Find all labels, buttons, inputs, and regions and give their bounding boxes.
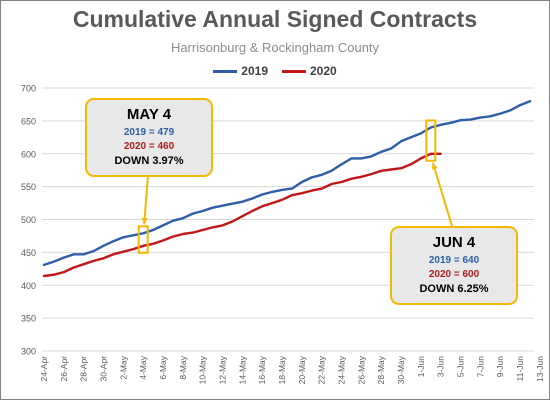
- x-tick-label: 9-Jun: [495, 356, 505, 378]
- legend-label-2020: 2020: [310, 64, 337, 78]
- x-tick-label: 16-May: [257, 355, 267, 384]
- y-tick-label: 450: [21, 248, 36, 258]
- x-tick-label: 26-Apr: [59, 356, 69, 382]
- x-tick-label: 18-May: [277, 355, 287, 384]
- x-tick-label: 6-May: [158, 355, 168, 379]
- x-tick-label: 28-May: [376, 355, 386, 384]
- x-tick-label: 14-May: [237, 355, 247, 384]
- y-tick-label: 350: [21, 314, 36, 324]
- x-tick-label: 12-May: [218, 355, 228, 384]
- legend-swatch-2019: [213, 69, 238, 73]
- series-line-2020: [42, 152, 442, 278]
- highlight-may-4: [137, 225, 149, 254]
- x-tick-label: 30-May: [396, 355, 406, 384]
- callout-jun-2020: 2020 = 600: [428, 269, 480, 280]
- x-tick-label: 2-May: [118, 355, 128, 379]
- x-tick-label: 7-Jun: [475, 356, 485, 378]
- x-tick-label: 3-Jun: [436, 356, 446, 378]
- connector-may-4: [143, 174, 149, 225]
- x-tick-label: 26-May: [356, 355, 366, 384]
- series-line-2019: [42, 99, 532, 267]
- chart-subtitle: Harrisonburg & Rockingham County: [170, 40, 380, 55]
- callout-may-2019: 2019 = 479: [123, 127, 175, 138]
- x-tick-label: 20-May: [297, 355, 307, 384]
- x-tick-label: 4-May: [138, 355, 148, 379]
- callout-jun-2019: 2019 = 640: [428, 255, 480, 266]
- legend-item-2019: 2019: [213, 64, 268, 78]
- x-tick-label: 11-Jun: [515, 356, 525, 382]
- y-tick-label: 400: [21, 281, 36, 291]
- x-tick-label: 22-May: [317, 355, 327, 384]
- x-tick-label: 24-Apr: [39, 356, 49, 382]
- y-tick-label: 550: [21, 182, 36, 192]
- y-tick-label: 300: [21, 347, 36, 357]
- legend-item-2020: 2020: [282, 64, 337, 78]
- chart-title: Cumulative Annual Signed Contracts: [72, 6, 478, 32]
- callout-may-4: MAY 4 2019 = 479 2020 = 460 DOWN 3.97%: [85, 98, 213, 177]
- x-tick-label: 30-Apr: [99, 356, 109, 382]
- y-tick-label: 600: [21, 149, 36, 159]
- callout-may-2020: 2020 = 460: [123, 141, 175, 152]
- y-tick-label: 500: [21, 215, 36, 225]
- x-tick-label: 1-Jun: [416, 356, 426, 378]
- highlight-jun-4: [425, 119, 437, 162]
- callout-jun-date: JUN 4: [432, 234, 476, 251]
- callout-may-date: MAY 4: [126, 106, 172, 123]
- connector-jun-4-head: [431, 162, 438, 170]
- callout-jun-change: DOWN 6.25%: [419, 283, 489, 295]
- chart-legend: 2019 2020: [0, 64, 550, 78]
- connector-may-4-head: [141, 217, 148, 225]
- x-tick-label: 13-Jun: [535, 356, 545, 382]
- y-tick-label: 700: [21, 84, 36, 94]
- x-tick-label: 5-Jun: [456, 356, 466, 378]
- callout-may-change: DOWN 3.97%: [114, 155, 184, 167]
- legend-swatch-2020: [282, 69, 306, 73]
- x-tick-label: 28-Apr: [79, 356, 89, 382]
- connector-jun-4: [431, 162, 453, 227]
- callout-jun-4: JUN 4 2019 = 640 2020 = 600 DOWN 6.25%: [390, 226, 518, 305]
- y-tick-label: 650: [21, 116, 36, 126]
- x-tick-label: 10-May: [198, 355, 208, 384]
- x-tick-label: 24-May: [337, 355, 347, 384]
- legend-label-2019: 2019: [241, 64, 268, 78]
- x-tick-label: 8-May: [178, 355, 188, 379]
